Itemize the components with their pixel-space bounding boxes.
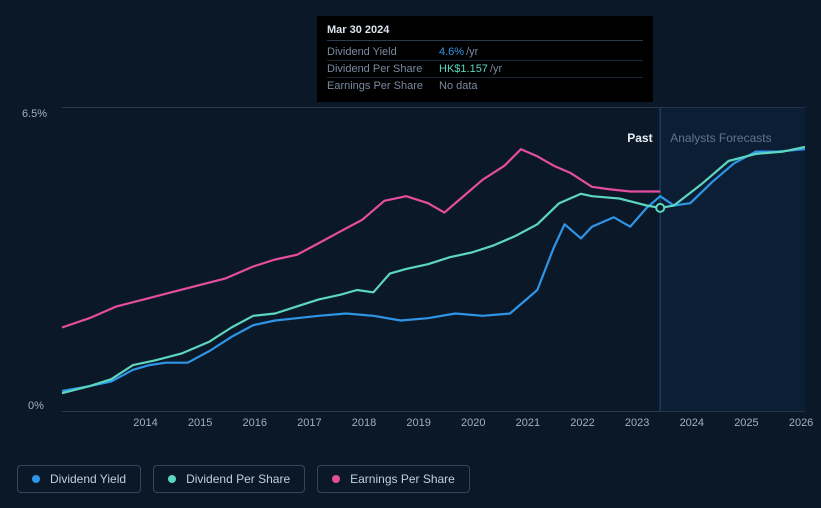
legend-dot-icon (168, 475, 176, 483)
x-tick: 2017 (297, 417, 321, 429)
legend-item-dividend-yield[interactable]: Dividend Yield (17, 465, 141, 493)
legend-label: Dividend Yield (50, 472, 126, 486)
tooltip: Mar 30 2024 Dividend Yield4.6%/yrDividen… (317, 16, 653, 102)
legend-label: Earnings Per Share (350, 472, 455, 486)
tooltip-row-value: 4.6% (439, 46, 464, 58)
legend: Dividend Yield Dividend Per Share Earnings… (17, 465, 470, 493)
past-label: Past (627, 131, 652, 145)
chart-area: 6.5% 0% PastAnalysts Forecasts (17, 107, 805, 412)
tooltip-row-unit: /yr (466, 46, 478, 58)
series-earnings-per-share (62, 149, 660, 327)
tooltip-row: Earnings Per ShareNo data (327, 78, 643, 94)
tooltip-row-value: No data (439, 80, 478, 92)
legend-dot-icon (332, 475, 340, 483)
tooltip-row-value: HK$1.157 (439, 63, 488, 75)
x-tick: 2024 (680, 417, 704, 429)
x-tick: 2019 (406, 417, 430, 429)
x-tick: 2025 (734, 417, 758, 429)
tooltip-row: Dividend Per ShareHK$1.157/yr (327, 61, 643, 78)
legend-label: Dividend Per Share (186, 472, 290, 486)
x-tick: 2014 (133, 417, 157, 429)
x-tick: 2026 (789, 417, 813, 429)
x-tick: 2021 (516, 417, 540, 429)
x-tick: 2016 (243, 417, 267, 429)
tooltip-date: Mar 30 2024 (327, 24, 643, 41)
tooltip-marker (656, 204, 664, 212)
legend-item-earnings-per-share[interactable]: Earnings Per Share (317, 465, 470, 493)
x-tick: 2023 (625, 417, 649, 429)
x-tick: 2018 (352, 417, 376, 429)
tooltip-row-label: Dividend Per Share (327, 63, 439, 75)
tooltip-row-unit: /yr (490, 63, 502, 75)
chart-svg[interactable] (17, 107, 805, 412)
x-tick: 2015 (188, 417, 212, 429)
tooltip-row-label: Dividend Yield (327, 46, 439, 58)
x-tick: 2020 (461, 417, 485, 429)
forecast-label: Analysts Forecasts (670, 131, 771, 145)
tooltip-row: Dividend Yield4.6%/yr (327, 44, 643, 61)
tooltip-row-label: Earnings Per Share (327, 80, 439, 92)
legend-item-dividend-per-share[interactable]: Dividend Per Share (153, 465, 305, 493)
x-tick: 2022 (570, 417, 594, 429)
legend-dot-icon (32, 475, 40, 483)
